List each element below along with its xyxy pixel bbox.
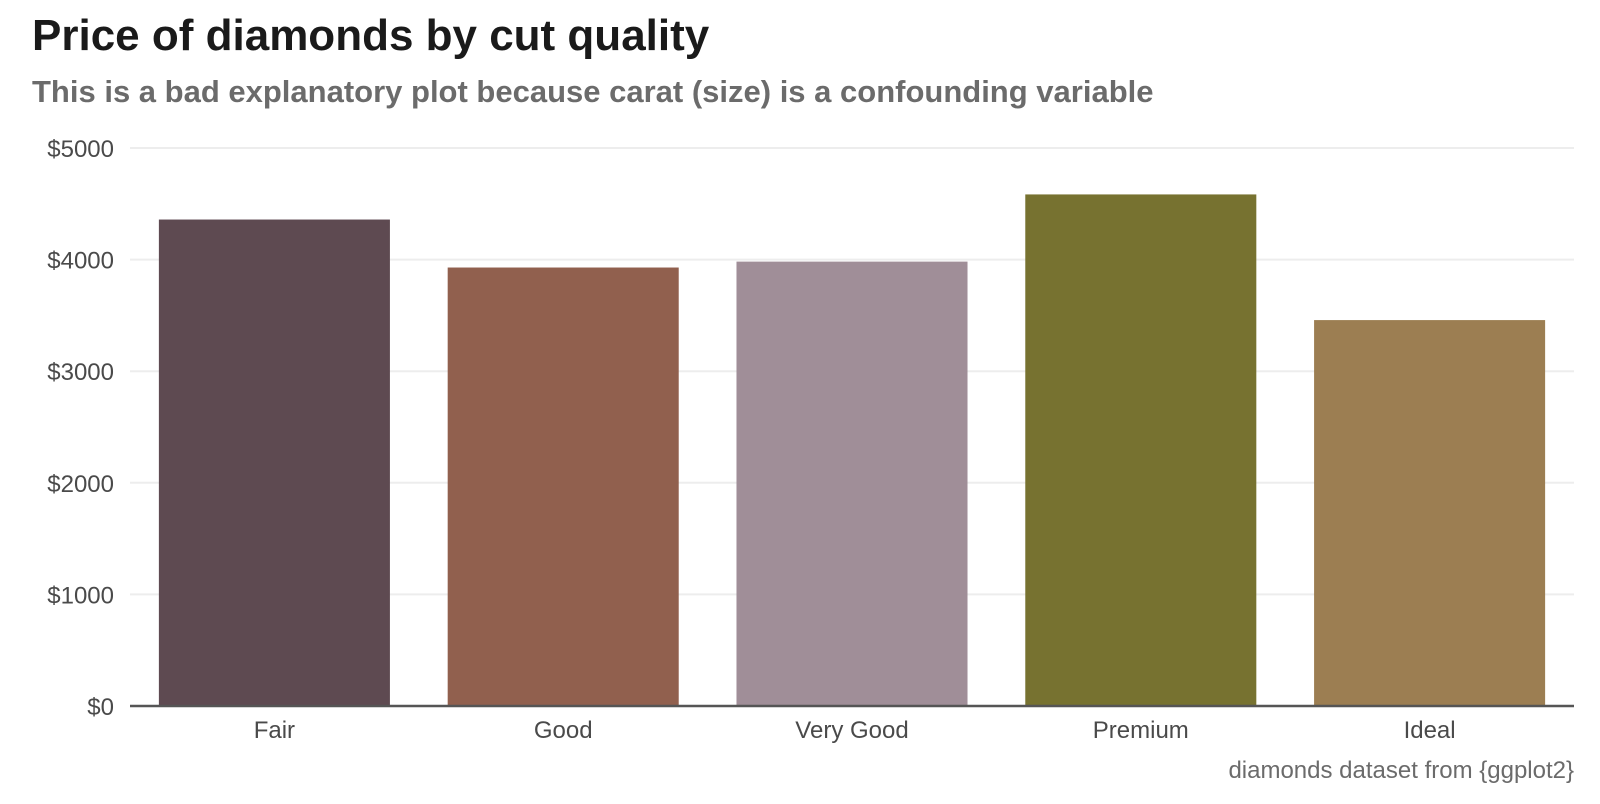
chart-caption: diamonds dataset from {ggplot2} [1228, 757, 1574, 784]
bar-premium [1025, 194, 1257, 706]
x-tick-label: Ideal [1404, 717, 1456, 744]
x-tick-label: Good [534, 717, 593, 744]
x-axis-ticks: Fair Good Very Good Premium Ideal [254, 717, 1456, 744]
y-tick-label: $5000 [47, 136, 114, 163]
y-tick-label: $3000 [47, 359, 114, 386]
bar-fair [158, 219, 390, 707]
x-tick-label: Fair [254, 717, 295, 744]
chart-title: Price of diamonds by cut quality [32, 11, 710, 60]
y-tick-label: $0 [87, 694, 114, 721]
y-tick-label: $2000 [47, 471, 114, 498]
x-tick-label: Premium [1093, 717, 1189, 744]
bar-good [447, 267, 679, 706]
y-tick-label: $1000 [47, 582, 114, 609]
x-tick-label: Very Good [795, 717, 908, 744]
y-axis-ticks: $0 $1000 $2000 $3000 $4000 $5000 [47, 136, 114, 721]
bar-very-good [736, 261, 968, 706]
bars [158, 194, 1546, 707]
y-tick-label: $4000 [47, 248, 114, 275]
bar-ideal [1314, 320, 1546, 706]
chart-subtitle: This is a bad explanatory plot because c… [32, 74, 1153, 109]
